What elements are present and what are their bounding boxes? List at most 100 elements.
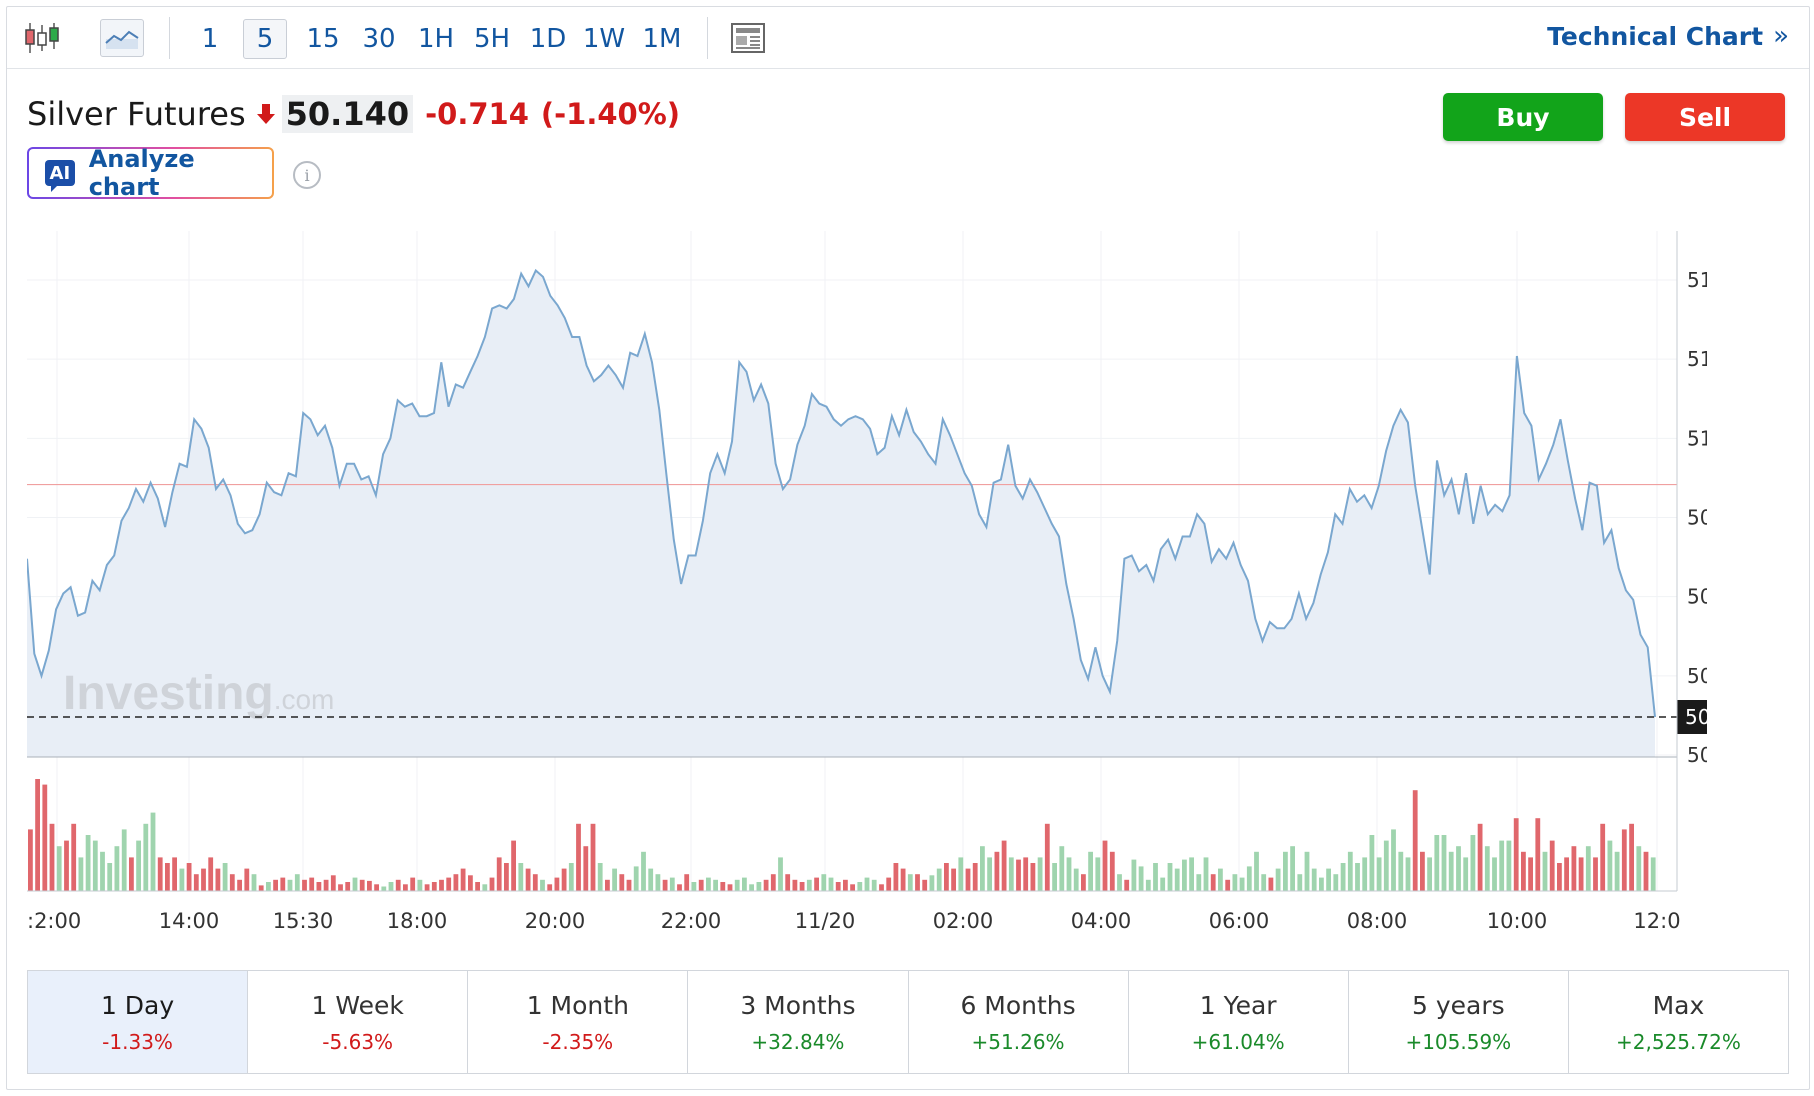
volume-bar [323,879,329,891]
volume-bar [1117,874,1122,891]
volume-bar [1037,857,1043,891]
volume-bar [100,851,105,891]
timeframe-1[interactable]: 1 [201,24,219,54]
volume-bar [1030,863,1036,891]
volume-bar [496,857,502,891]
buy-button[interactable]: Buy [1443,93,1603,141]
price-change: -0.714 [425,97,529,131]
volume-bar [193,874,199,891]
volume-bar [864,877,870,891]
volume-bar [1073,868,1079,891]
volume-bar [71,823,77,891]
volume-bar [1095,857,1101,891]
volume-bar [309,877,315,891]
period-3-months[interactable]: 3 Months +32.84% [688,971,909,1073]
price-chart[interactable]: Investing.com 51.5000 51.2500 51.0000 50.75… [27,231,1707,951]
time-tick-label: 22:00 [661,909,722,933]
volume-bar [1420,851,1425,891]
volume-bar [994,851,1000,891]
period-label: 1 Year [1199,990,1277,1020]
timeframe-1h[interactable]: 1H [417,24,455,54]
volume-bar [929,875,935,891]
volume-bar [266,882,271,891]
candlestick-icon[interactable] [21,19,63,57]
current-price-label: 50.1200 [1685,705,1707,729]
period-1-year[interactable]: 1 Year +61.04% [1129,971,1349,1073]
timeframe-30[interactable]: 30 [362,24,396,54]
analyze-chart-button[interactable]: AI Analyze chart [27,145,274,201]
volume-bar [244,868,250,891]
timeframe-1w[interactable]: 1W [582,24,626,54]
line-chart-icon[interactable] [100,19,144,57]
volume-bar [1477,823,1483,891]
volume-bar [42,784,48,891]
volume-bar [273,879,278,891]
volume-bar [489,877,495,891]
volume-bar [85,835,91,891]
timeframe-5h[interactable]: 5H [473,24,511,54]
volume-bar [828,877,834,891]
period-1-month[interactable]: 1 Month -2.35% [468,971,689,1073]
period-change: +61.04% [1191,1029,1285,1054]
time-tick-label: 20:00 [525,909,586,933]
period-label: 3 Months [740,990,856,1020]
volume-bar [468,875,473,891]
last-price: 50.140 [281,95,414,133]
volume-bar [143,823,149,891]
volume-bar [727,884,733,891]
volume-bar [1463,857,1469,891]
volume-bar [1542,851,1548,891]
time-tick-label: 10:00 [1487,909,1548,933]
sell-button[interactable]: Sell [1625,93,1785,141]
instrument-name: Silver Futures [27,95,246,133]
news-icon[interactable] [729,19,767,57]
info-icon[interactable]: i [293,161,321,189]
timeframe-5[interactable]: 5 [243,19,287,59]
volume-bar [1311,868,1317,891]
period-change: +105.59% [1405,1029,1512,1054]
volume-bar [857,882,863,891]
technical-chart-link[interactable]: Technical Chart » [1547,21,1789,51]
volume-bar [799,882,805,891]
price-tick-label: 50.7500 [1687,506,1707,530]
period-5-years[interactable]: 5 years +105.59% [1349,971,1569,1073]
volume-bar [367,880,372,891]
timeframe-1m[interactable]: 1M [642,24,682,54]
volume-bar [742,877,747,891]
period-1-day[interactable]: 1 Day -1.33% [28,971,249,1073]
time-tick-label: :2:00 [27,909,81,933]
timeframe-1d[interactable]: 1D [529,24,567,54]
volume-bar [446,877,452,891]
volume-bar [1196,874,1202,891]
volume-bar [944,863,949,891]
period-1-week[interactable]: 1 Week -5.63% [248,971,469,1073]
volume-bar [1614,851,1620,891]
volume-bar [121,829,127,891]
volume-bar [734,879,740,891]
volume-bar [1008,857,1014,891]
period-max[interactable]: Max +2,525.72% [1569,971,1788,1073]
volume-bar [770,874,776,891]
volume-bar [792,879,798,891]
volume-bar [980,846,985,891]
volume-bar [229,874,235,891]
period-6-months[interactable]: 6 Months +51.26% [909,971,1129,1073]
volume-bar [843,879,848,891]
volume-bar [1391,829,1396,891]
volume-bar [972,863,978,891]
current-price-marker: 50.1200 [1677,700,1707,734]
time-tick-label: 06:00 [1209,909,1270,933]
volume-bar [1001,840,1007,891]
volume-bar [460,868,466,891]
volume-bar [1326,868,1331,891]
timeframe-15[interactable]: 15 [306,24,340,54]
volume-bar [1102,840,1108,891]
volume-bar [1355,863,1360,891]
volume-bar [150,812,156,891]
volume-bar [612,868,617,891]
volume-bar [1304,851,1310,891]
volume-bar [1052,863,1057,891]
volume-bar [1246,866,1252,891]
volume-bar [1210,874,1216,891]
volume-bar [157,857,163,891]
